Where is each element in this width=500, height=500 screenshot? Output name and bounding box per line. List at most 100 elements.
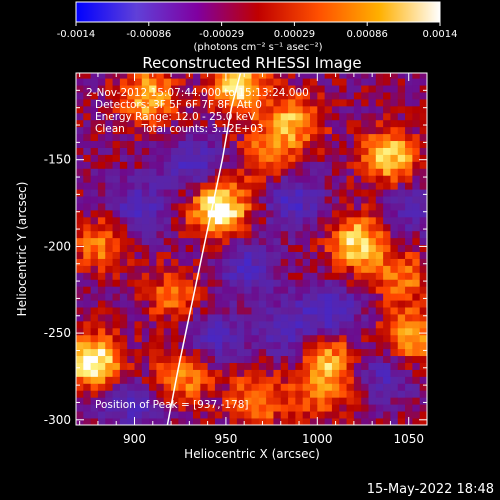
heatmap-cell — [97, 73, 106, 79]
heatmap-cell — [171, 223, 179, 232]
heatmap-cell — [302, 376, 311, 384]
heatmap-cell — [280, 376, 289, 384]
heatmap-cell — [375, 140, 384, 148]
heatmap-cell — [273, 168, 282, 176]
heatmap-cell — [244, 133, 252, 142]
heatmap-cell — [368, 362, 377, 370]
heatmap-cell — [324, 418, 333, 425]
heatmap-cell — [258, 314, 267, 322]
heatmap-cell — [163, 133, 172, 142]
heatmap-cell — [134, 348, 143, 357]
heatmap-cell — [222, 327, 230, 336]
heatmap-cell — [412, 244, 421, 253]
heatmap-cell — [105, 147, 113, 155]
heatmap-cell — [134, 85, 143, 93]
heatmap-cell — [178, 404, 187, 412]
heatmap-cell — [419, 161, 427, 169]
heatmap-cell — [200, 209, 209, 218]
heatmap-cell — [353, 286, 362, 294]
heatmap-cell — [419, 126, 427, 135]
heatmap-cell — [156, 112, 165, 121]
heatmap-cell — [134, 300, 143, 308]
heatmap-cell — [97, 175, 106, 183]
heatmap-cell — [76, 265, 84, 273]
heatmap-cell — [229, 119, 238, 128]
heatmap-cell — [251, 383, 260, 391]
heatmap-cell — [229, 390, 238, 398]
heatmap-cell — [105, 244, 113, 253]
heatmap-cell — [419, 251, 427, 259]
heatmap-cell — [105, 320, 113, 329]
heatmap-cell — [339, 307, 347, 315]
footer-timestamp: 15-May-2022 18:48 — [366, 482, 494, 497]
heatmap-cell — [149, 209, 157, 218]
heatmap-cell — [76, 258, 84, 266]
heatmap-cell — [346, 286, 355, 294]
heatmap-cell — [112, 265, 121, 273]
heatmap-cell — [361, 203, 369, 211]
heatmap-cell — [200, 78, 209, 86]
heatmap-cell — [178, 411, 187, 419]
heatmap-cell — [178, 397, 187, 405]
annotation-peak-position: Position of Peak = [937,-178] — [95, 399, 249, 411]
heatmap-cell — [185, 168, 194, 176]
heatmap-cell — [236, 272, 245, 280]
heatmap-cell — [310, 418, 318, 425]
heatmap-cell — [273, 279, 282, 287]
heatmap-cell — [97, 279, 106, 287]
heatmap-cell — [193, 362, 201, 370]
heatmap-cell — [171, 390, 179, 398]
heatmap-cell — [258, 223, 267, 232]
heatmap-cell — [375, 78, 384, 86]
heatmap-cell — [361, 196, 369, 204]
heatmap-cell — [134, 390, 143, 398]
heatmap-cell — [273, 189, 282, 197]
heatmap-cell — [405, 411, 413, 419]
heatmap-cell — [200, 300, 209, 308]
heatmap-cell — [397, 216, 406, 225]
heatmap-cell — [127, 168, 135, 176]
heatmap-cell — [76, 341, 84, 350]
heatmap-cell — [251, 196, 260, 204]
heatmap-cell — [295, 307, 304, 315]
heatmap-cell — [134, 369, 143, 377]
heatmap-cell — [112, 251, 121, 259]
heatmap-cell — [214, 244, 223, 253]
heatmap-cell — [244, 376, 252, 384]
heatmap-cell — [178, 161, 187, 169]
heatmap-cell — [412, 203, 421, 211]
heatmap-cell — [163, 175, 172, 183]
heatmap-cell — [134, 161, 143, 169]
heatmap-cell — [200, 140, 209, 148]
heatmap-cell — [258, 397, 267, 405]
heatmap-cell — [288, 341, 296, 350]
heatmap-cell — [83, 126, 92, 135]
heatmap-cell — [353, 300, 362, 308]
heatmap-cell — [90, 293, 99, 301]
heatmap-cell — [97, 272, 106, 280]
heatmap-cell — [207, 376, 216, 384]
heatmap-cell — [244, 140, 252, 148]
heatmap-cell — [97, 189, 106, 197]
heatmap-cell — [134, 258, 143, 266]
heatmap-cell — [353, 355, 362, 363]
heatmap-cell — [412, 418, 421, 425]
heatmap-cell — [200, 390, 209, 398]
heatmap-cell — [368, 327, 377, 336]
heatmap-cell — [339, 327, 347, 336]
heatmap-cell — [83, 341, 92, 350]
heatmap-cell — [317, 383, 326, 391]
heatmap-cell — [222, 182, 230, 190]
heatmap-cell — [83, 161, 92, 169]
heatmap-cell — [339, 216, 347, 225]
heatmap-cell — [193, 334, 201, 343]
heatmap-cell — [251, 376, 260, 384]
heatmap-cell — [149, 161, 157, 169]
heatmap-cell — [207, 85, 216, 93]
heatmap-cell — [339, 411, 347, 419]
heatmap-cell — [288, 119, 296, 128]
solar-limb-line — [166, 73, 242, 425]
annotation-total-counts: Clean Total counts: 3.12E+03 — [95, 123, 264, 135]
heatmap-cell — [236, 112, 245, 121]
heatmap-cell — [178, 341, 187, 350]
